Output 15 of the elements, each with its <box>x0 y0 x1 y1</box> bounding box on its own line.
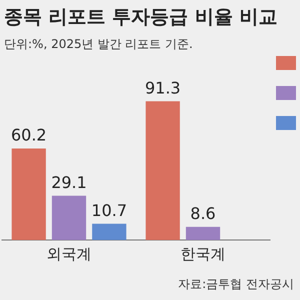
data-label: 91.3 <box>144 78 181 98</box>
data-label: 8.6 <box>190 204 216 224</box>
x-tick-label: 외국계 <box>46 244 92 263</box>
data-label: 60.2 <box>10 126 47 145</box>
bar <box>52 196 86 240</box>
bar <box>186 226 220 240</box>
chart-subtitle: 단위:%, 2025년 발간 리포트 기준. <box>4 36 193 53</box>
chart-title: 종목 리포트 투자등급 비율 비교 <box>4 5 278 30</box>
data-label: 10.7 <box>91 200 128 220</box>
text: 자료:금투협 전자공시 <box>178 276 294 293</box>
x-tick-label: 한국계 <box>180 244 226 263</box>
bar <box>146 101 180 240</box>
bar <box>92 224 126 240</box>
data-label: 29.1 <box>51 172 87 192</box>
bar <box>12 148 46 240</box>
